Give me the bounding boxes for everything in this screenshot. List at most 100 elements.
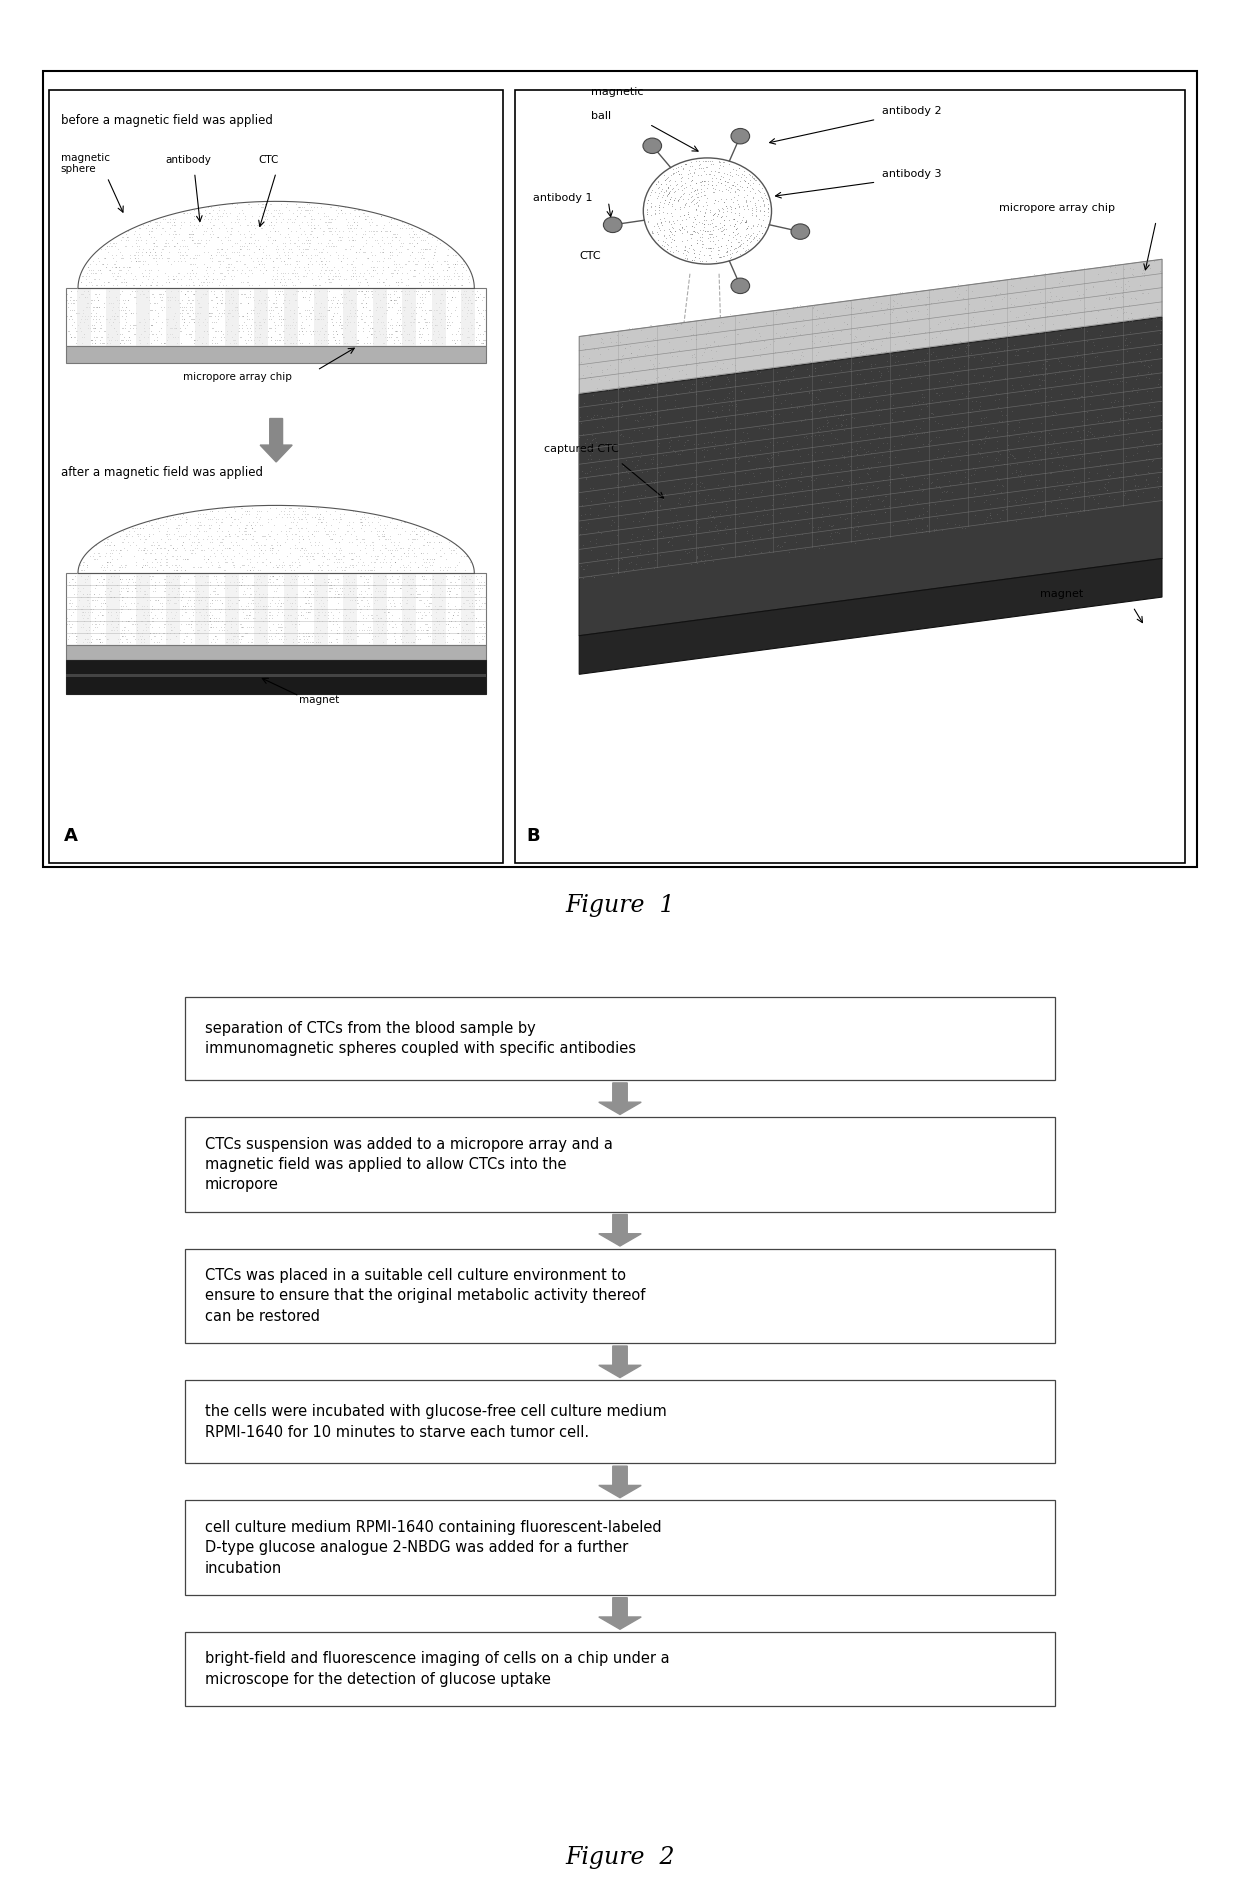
Point — [662, 362, 682, 392]
Point — [206, 604, 226, 634]
Point — [226, 558, 246, 588]
Point — [417, 234, 436, 264]
Point — [711, 230, 730, 260]
Point — [201, 609, 221, 639]
Point — [244, 238, 264, 268]
Point — [208, 604, 228, 634]
Point — [381, 564, 401, 594]
Point — [1011, 462, 1030, 492]
Point — [212, 515, 232, 545]
Point — [303, 619, 322, 649]
Point — [185, 332, 205, 362]
Point — [229, 300, 249, 330]
Point — [466, 307, 486, 338]
Point — [698, 170, 718, 200]
Point — [635, 364, 655, 394]
Point — [112, 255, 131, 285]
Point — [374, 509, 394, 539]
Point — [250, 232, 270, 262]
Point — [688, 217, 708, 247]
Point — [610, 464, 630, 494]
Point — [237, 515, 257, 545]
Point — [445, 554, 465, 585]
Point — [906, 421, 926, 451]
Point — [124, 513, 144, 543]
Point — [180, 294, 200, 324]
Point — [218, 223, 238, 253]
Point — [283, 588, 303, 619]
Point — [887, 341, 906, 372]
Point — [298, 619, 317, 649]
Point — [135, 247, 155, 277]
Point — [345, 307, 365, 338]
Point — [877, 336, 897, 366]
Point — [312, 249, 332, 279]
Point — [630, 505, 650, 536]
Bar — [343, 573, 357, 645]
Point — [366, 605, 386, 636]
Point — [109, 630, 129, 660]
Point — [678, 162, 698, 192]
Point — [102, 232, 122, 262]
Point — [327, 255, 347, 285]
Point — [218, 588, 238, 619]
Point — [589, 443, 609, 473]
Point — [817, 321, 837, 351]
Point — [128, 521, 148, 551]
Point — [162, 575, 182, 605]
Point — [420, 583, 440, 613]
Point — [236, 604, 255, 634]
Point — [910, 394, 930, 424]
Point — [176, 609, 196, 639]
Point — [739, 326, 759, 356]
Point — [588, 373, 608, 404]
Point — [346, 328, 366, 358]
Point — [229, 624, 249, 654]
Point — [352, 298, 372, 328]
Point — [114, 223, 134, 253]
Point — [884, 430, 904, 460]
Point — [645, 466, 665, 496]
Point — [646, 170, 666, 200]
Point — [190, 588, 210, 619]
Point — [298, 541, 317, 571]
Point — [284, 307, 304, 338]
Point — [381, 285, 401, 315]
Point — [182, 558, 202, 588]
Point — [1079, 456, 1099, 487]
Point — [386, 513, 405, 543]
Point — [320, 213, 340, 243]
Point — [140, 328, 160, 358]
Point — [182, 219, 202, 249]
Point — [569, 438, 589, 468]
Point — [588, 334, 608, 364]
Point — [1107, 302, 1127, 332]
Point — [353, 609, 373, 639]
Point — [211, 249, 231, 279]
Point — [260, 600, 280, 630]
Point — [280, 538, 300, 568]
Point — [812, 298, 832, 328]
Point — [128, 588, 148, 619]
Point — [670, 488, 689, 519]
Point — [821, 366, 841, 396]
Point — [227, 521, 247, 551]
Point — [662, 189, 682, 219]
Point — [694, 539, 714, 570]
Point — [212, 536, 232, 566]
Point — [683, 207, 703, 238]
Point — [362, 204, 382, 234]
Point — [386, 204, 405, 234]
Point — [404, 275, 424, 306]
Point — [728, 396, 748, 426]
Point — [308, 624, 327, 654]
Point — [260, 558, 280, 588]
Point — [718, 432, 738, 462]
Point — [197, 543, 217, 573]
Point — [164, 323, 184, 353]
Point — [717, 353, 737, 383]
Point — [428, 594, 448, 624]
Point — [1071, 381, 1091, 411]
Point — [274, 273, 294, 304]
Point — [222, 270, 242, 300]
